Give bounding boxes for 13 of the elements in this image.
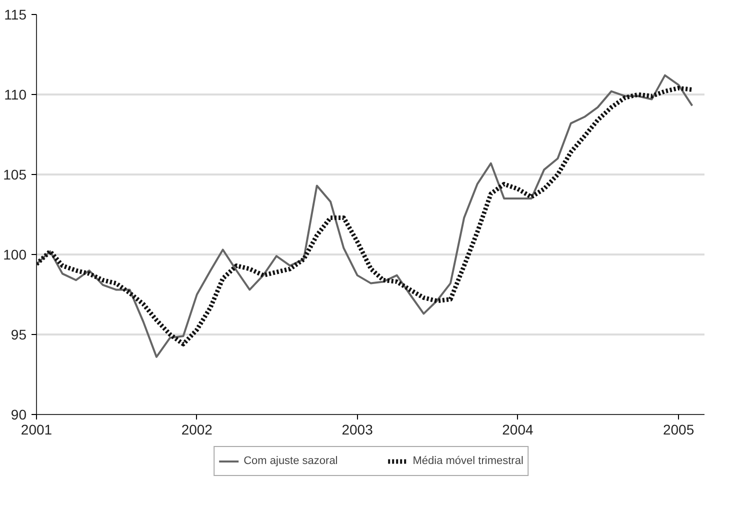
y-tick-label: 95 (10, 326, 27, 342)
y-tick-label: 105 (3, 166, 27, 182)
x-tick-label: 2003 (342, 422, 374, 438)
y-tick-label: 100 (3, 246, 27, 262)
y-tick-label: 110 (4, 86, 27, 102)
x-tick-label: 2002 (181, 422, 213, 438)
legend-label: Com ajuste sazoral (244, 455, 338, 467)
y-tick-label: 115 (4, 6, 27, 22)
y-tick-label: 90 (10, 406, 27, 422)
legend-label: Média móvel trimestral (412, 455, 524, 467)
x-tick-label: 2001 (20, 422, 52, 438)
x-tick-label: 2004 (502, 422, 534, 438)
x-tick-label: 2005 (663, 422, 694, 438)
